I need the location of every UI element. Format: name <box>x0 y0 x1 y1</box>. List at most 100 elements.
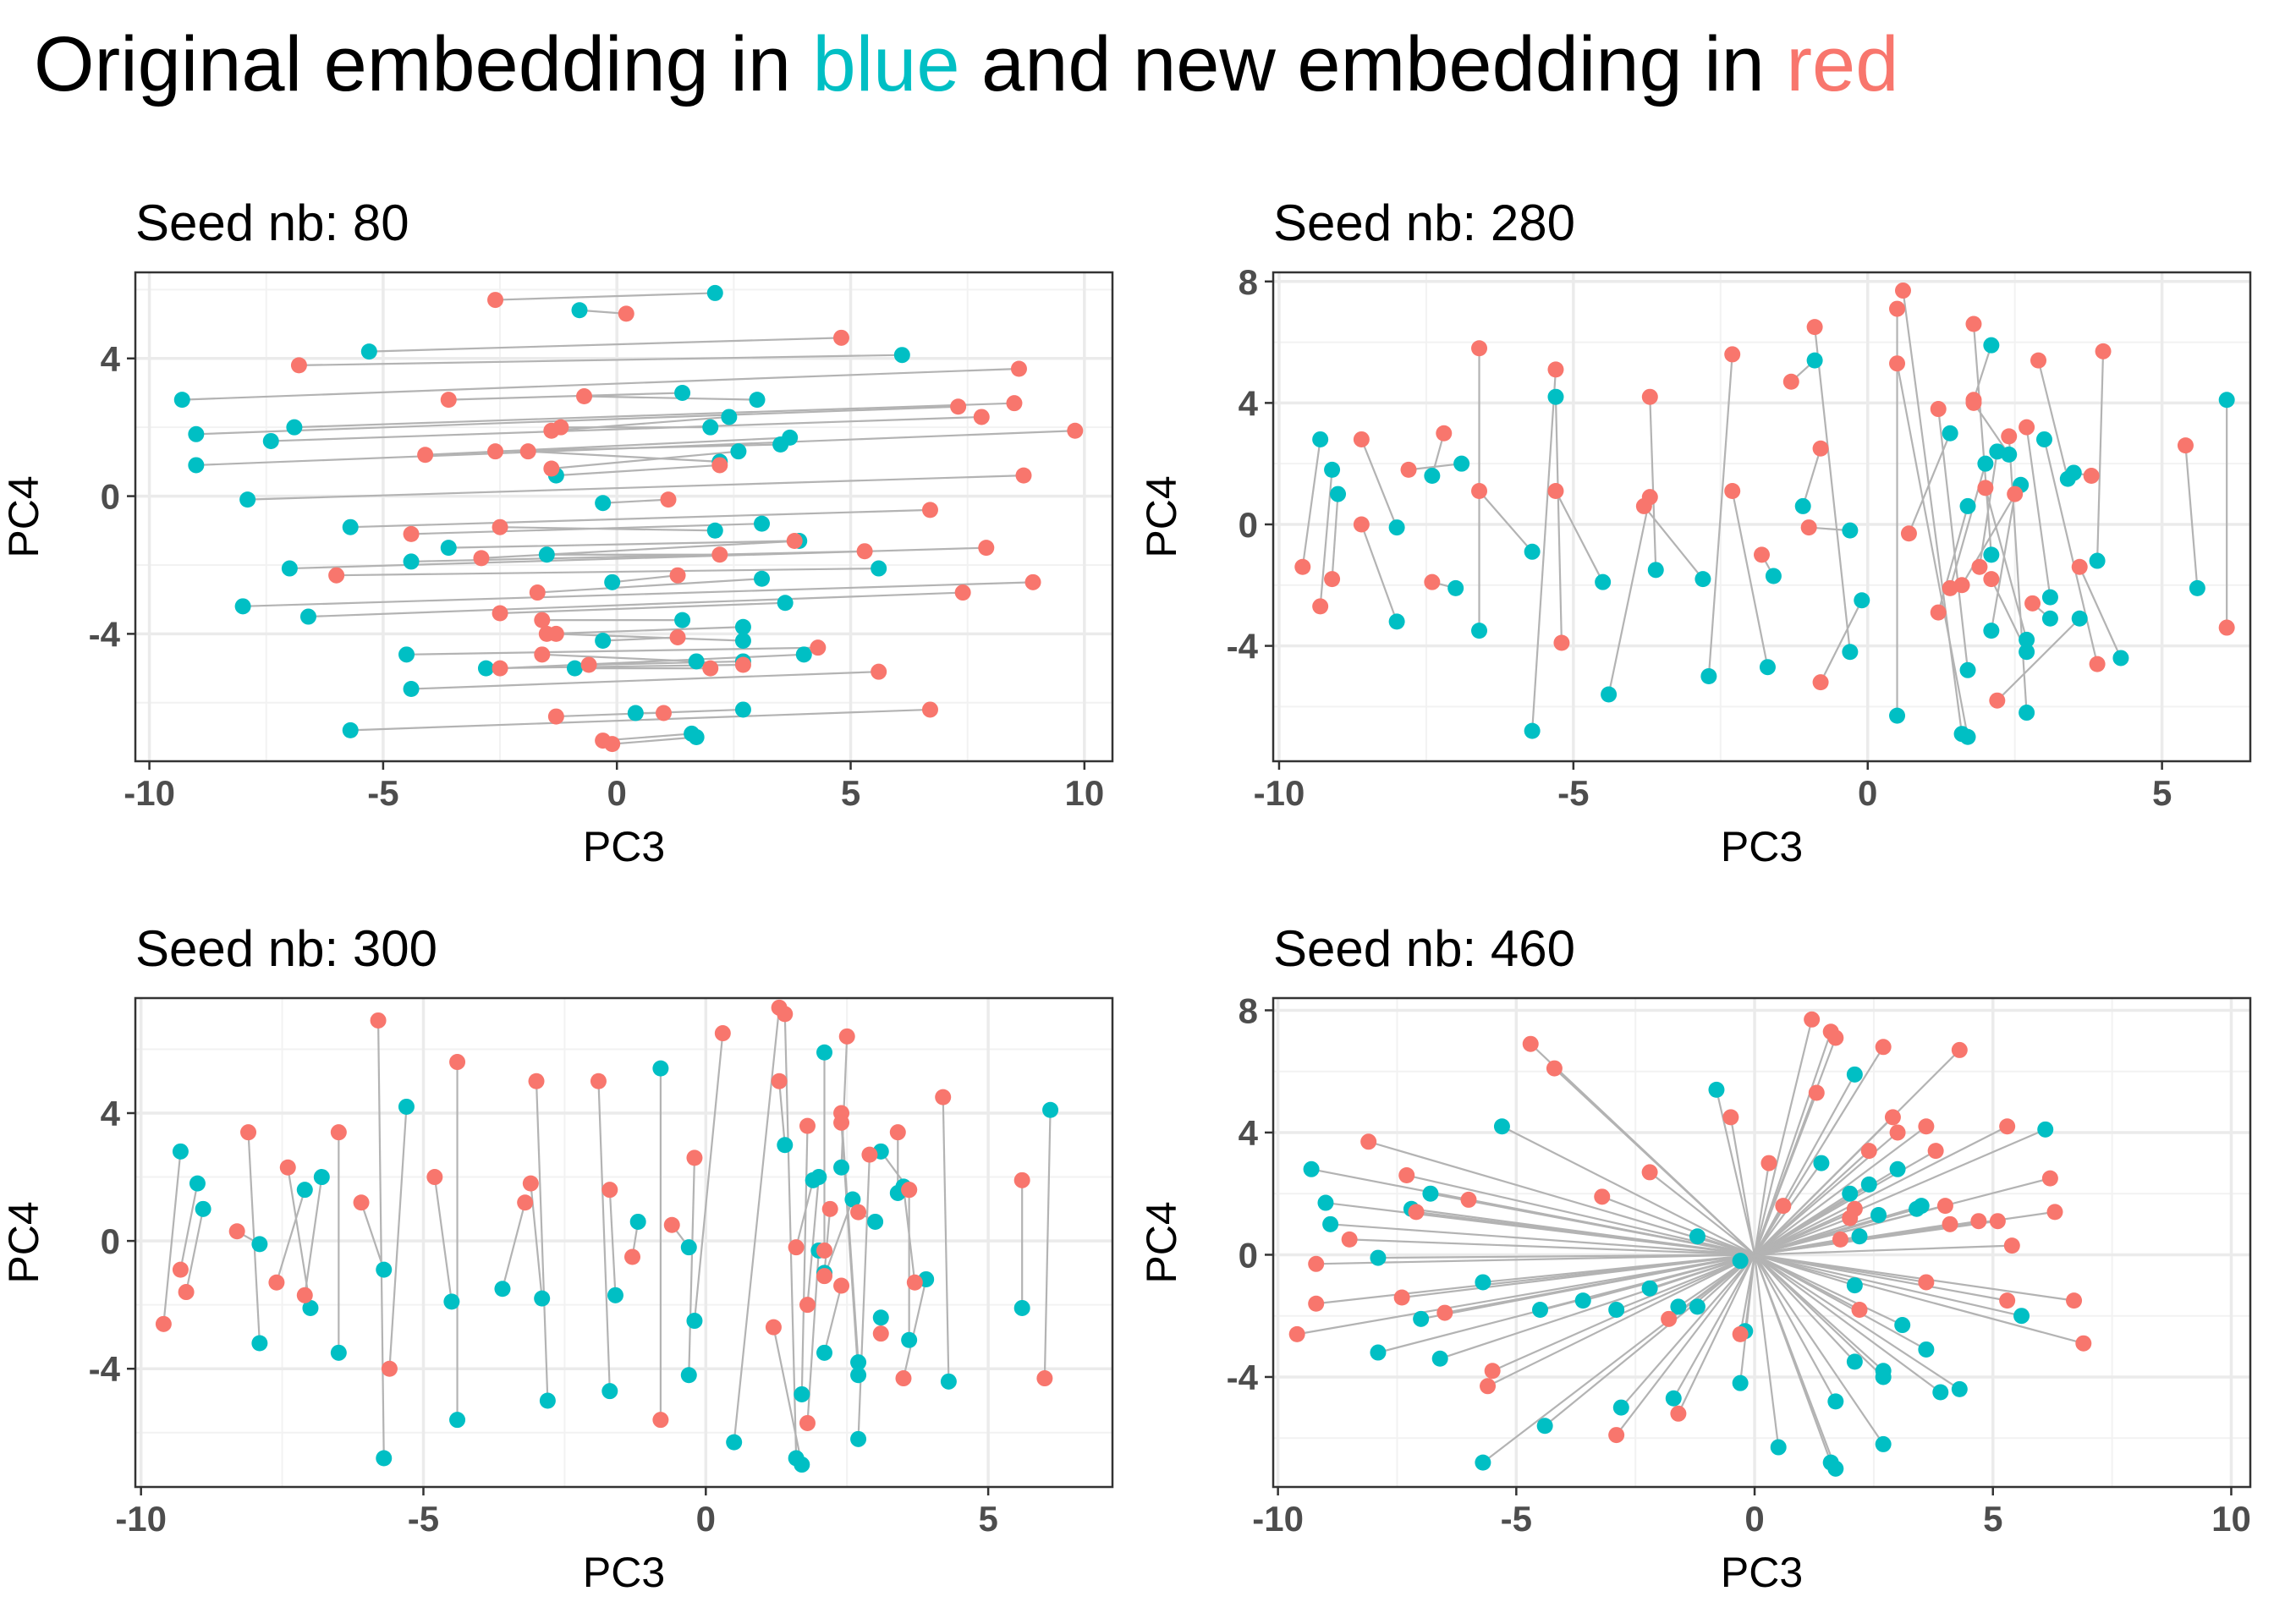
new-point <box>935 1089 952 1106</box>
original-point <box>1700 667 1717 684</box>
new-point <box>601 1182 618 1199</box>
original-point <box>189 1175 206 1192</box>
link-segment <box>537 578 762 594</box>
original-point <box>1851 1228 1868 1245</box>
new-point <box>950 398 967 415</box>
new-point <box>652 1412 669 1429</box>
link-segment <box>1754 1037 1837 1255</box>
original-point <box>2112 650 2129 667</box>
new-point <box>861 1146 878 1163</box>
link-segment <box>1754 1254 1942 1393</box>
new-point <box>353 1194 370 1211</box>
y-axis-label: PC4 <box>0 1201 47 1283</box>
new-point <box>2024 595 2041 612</box>
original-point <box>1431 1350 1448 1367</box>
new-point <box>1965 394 1982 411</box>
link-segment <box>1754 1046 1885 1256</box>
original-point <box>1689 1228 1706 1245</box>
original-point <box>1493 1118 1510 1135</box>
new-point <box>370 1012 387 1029</box>
new-point <box>1732 1325 1749 1342</box>
original-point <box>734 618 751 635</box>
link-segment <box>411 671 879 690</box>
new-point <box>1951 1041 1968 1058</box>
link-segment <box>1301 439 1321 568</box>
original-point <box>2013 1308 2030 1325</box>
new-point <box>1641 1164 1658 1181</box>
new-point <box>2089 656 2106 672</box>
new-point <box>528 1073 545 1089</box>
new-point <box>1393 1289 1410 1306</box>
x-tick-label: -10 <box>1254 773 1305 813</box>
original-point <box>1806 352 1823 369</box>
title-blue-word: blue <box>812 21 960 107</box>
original-point <box>734 701 751 718</box>
new-point <box>1471 482 1488 499</box>
new-point <box>618 305 634 322</box>
new-point <box>1288 1325 1305 1342</box>
original-point <box>1889 1160 1906 1177</box>
panel-border <box>1272 271 2252 763</box>
link-segment <box>182 367 1019 401</box>
new-point <box>1971 558 1988 575</box>
original-point <box>239 491 256 508</box>
new-point <box>1812 440 1829 457</box>
new-point <box>832 329 849 346</box>
original-point <box>173 392 190 409</box>
link-segment <box>185 1209 205 1292</box>
new-point <box>522 1175 539 1192</box>
original-point <box>1303 1160 1320 1177</box>
new-point <box>155 1315 172 1332</box>
link-segment <box>1754 1254 1884 1378</box>
link-segment <box>1643 505 1704 580</box>
new-point <box>547 625 564 642</box>
new-point <box>1860 1143 1877 1160</box>
grid-lines <box>135 272 1112 761</box>
link-segment <box>2184 445 2199 589</box>
new-point <box>765 1319 782 1336</box>
original-point <box>652 1060 669 1077</box>
link-segment <box>902 1279 927 1379</box>
link-segment <box>1754 1128 2046 1256</box>
link-segment <box>448 392 683 401</box>
original-point <box>604 573 621 590</box>
link-segment <box>1620 1254 1755 1408</box>
original-point <box>688 729 705 746</box>
new-point <box>1930 604 1947 621</box>
new-point <box>799 1414 816 1431</box>
link-segment <box>1673 1254 1756 1399</box>
new-point <box>711 457 728 474</box>
link-segment <box>778 1081 786 1145</box>
original-point <box>376 1450 393 1467</box>
link-segment <box>1330 1223 1755 1256</box>
new-point <box>1635 497 1652 514</box>
new-point <box>714 1025 731 1042</box>
link-segment <box>1615 1254 1755 1436</box>
new-point <box>1546 1060 1563 1077</box>
new-point <box>1851 1301 1868 1318</box>
x-tick-label: -10 <box>124 773 175 813</box>
original-point <box>1475 1454 1491 1471</box>
y-tick-label: 4 <box>101 339 121 379</box>
new-point <box>1918 1118 1935 1135</box>
original-point <box>1770 1439 1787 1456</box>
link-segment <box>1478 490 1533 553</box>
link-segment <box>501 1202 526 1290</box>
new-point <box>1927 1143 1944 1160</box>
grid-lines <box>1273 272 2250 761</box>
original-point <box>730 443 747 460</box>
data-layer <box>1288 1011 2092 1477</box>
original-point <box>281 560 298 577</box>
new-point <box>669 567 686 584</box>
original-point <box>1842 1185 1859 1202</box>
original-point <box>1894 1317 1911 1334</box>
link-segment <box>1607 497 1651 695</box>
new-point <box>1812 674 1829 691</box>
new-point <box>517 1194 534 1211</box>
original-point <box>477 660 494 677</box>
new-point <box>1782 373 1799 390</box>
figure-title: Original embedding in blue and new embed… <box>34 25 1898 103</box>
new-point <box>552 419 569 436</box>
y-tick-label: 4 <box>1239 383 1259 423</box>
y-axis-label: PC4 <box>1138 1201 1185 1283</box>
